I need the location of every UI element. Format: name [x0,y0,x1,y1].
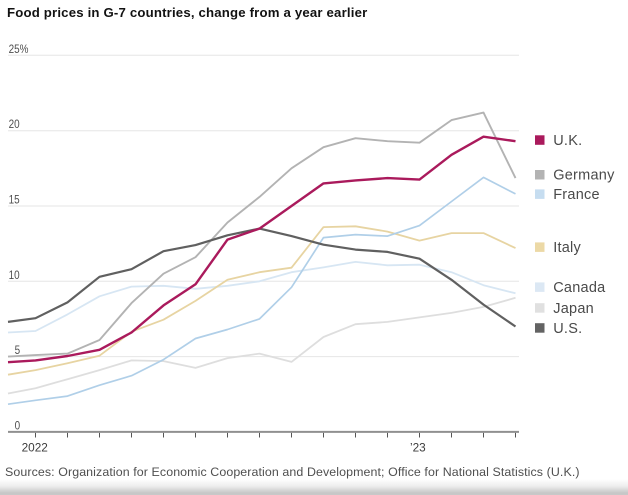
svg-text:5: 5 [15,344,21,357]
svg-text:’23: ’23 [410,440,426,454]
svg-text:0: 0 [15,420,21,433]
svg-text:U.K.: U.K. [553,133,582,149]
svg-text:Germany: Germany [553,168,615,184]
svg-text:15: 15 [9,194,20,207]
svg-text:France: France [553,187,600,203]
svg-text:10: 10 [9,269,20,282]
svg-text:25%: 25% [9,43,29,56]
svg-text:2022: 2022 [22,440,48,454]
svg-text:20: 20 [9,118,20,131]
svg-text:Italy: Italy [553,240,581,256]
svg-text:U.S.: U.S. [553,321,582,337]
svg-text:Japan: Japan [553,301,594,317]
svg-text:Canada: Canada [553,280,606,296]
